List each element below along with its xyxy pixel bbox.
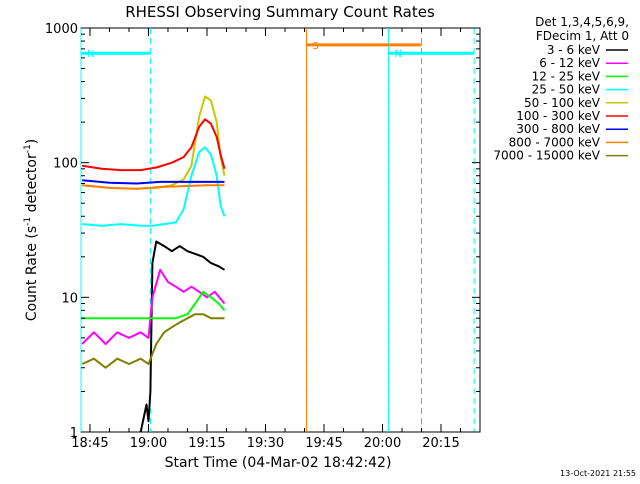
- series-line-8: [81, 313, 225, 369]
- footer-timestamp: 13-Oct-2021 21:55: [560, 469, 636, 478]
- series-line-4: [82, 95, 226, 190]
- x-tick-label: 19:00: [130, 436, 167, 451]
- legend: Det 1,3,4,5,6,9, FDecim 1, Att 0 3 - 6 k…: [493, 15, 629, 163]
- legend-label: 800 - 7000 keV: [509, 135, 601, 149]
- legend-header-line1: Det 1,3,4,5,6,9,: [535, 15, 629, 29]
- series-line-1: [81, 268, 226, 345]
- chart-title: RHESSI Observing Summary Count Rates: [125, 3, 435, 21]
- state-label-s: S: [312, 41, 318, 52]
- x-tick-label: 19:45: [305, 436, 342, 451]
- legend-label: 6 - 12 keV: [539, 56, 601, 70]
- state-label-n: N: [394, 49, 401, 60]
- y-tick-label: 1: [70, 426, 78, 441]
- x-tick-label: 20:00: [364, 436, 401, 451]
- axis-ticks: 18:45 19:00 19:15 19:30 19:45 20:00 20:15 1 10 10…: [45, 22, 481, 451]
- data-series: [81, 95, 226, 433]
- legend-label: 7000 - 15000 keV: [493, 149, 600, 163]
- legend-header-line2: FDecim 1, Att 0: [536, 29, 629, 43]
- y-tick-label: 1000: [45, 22, 78, 37]
- state-label-n: N: [87, 49, 94, 60]
- y-axis-label: Count Rate (s-1 detector-1): [23, 139, 40, 321]
- legend-label: 50 - 100 keV: [524, 96, 601, 110]
- series-line-3: [82, 146, 226, 227]
- legend-label: 100 - 300 keV: [516, 109, 600, 123]
- y-axis-label-mid: detector: [24, 153, 40, 217]
- y-axis-label-sup2: -1: [23, 144, 33, 153]
- series-line-6: [82, 179, 225, 185]
- series-line-2: [82, 290, 226, 320]
- state-bars: N NS: [80, 28, 475, 432]
- y-axis-label-end: ): [24, 139, 40, 144]
- legend-label: 12 - 25 keV: [532, 69, 601, 83]
- legend-label: 25 - 50 keV: [532, 83, 601, 97]
- y-tick-label: 10: [61, 291, 78, 306]
- x-tick-label: 20:15: [422, 436, 459, 451]
- plot-frame: [80, 27, 481, 433]
- series-line-5: [82, 118, 226, 172]
- legend-label: 300 - 800 keV: [516, 122, 600, 136]
- x-tick-label: 19:30: [247, 436, 284, 451]
- x-axis-label: Start Time (04-Mar-02 18:42:42): [165, 455, 392, 471]
- legend-label: 3 - 6 keV: [547, 43, 601, 57]
- y-axis-label-main: Count Rate (s: [24, 226, 40, 321]
- x-tick-label: 18:45: [71, 436, 108, 451]
- y-axis-label-sup1: -1: [23, 217, 33, 226]
- series-line-7: [82, 184, 225, 190]
- x-tick-label: 19:15: [188, 436, 225, 451]
- series-line-0: [139, 240, 226, 433]
- y-tick-label: 100: [53, 157, 78, 172]
